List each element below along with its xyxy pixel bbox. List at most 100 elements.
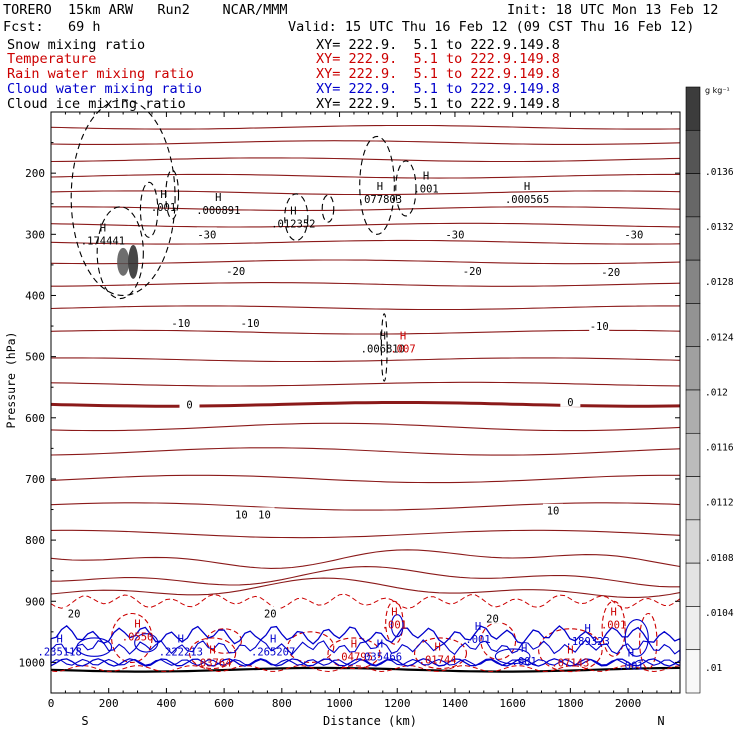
isotherm-label: -30 bbox=[624, 229, 643, 241]
cloud-water-contour bbox=[134, 633, 159, 653]
isotherm-line bbox=[50, 173, 680, 179]
extremum-value: .222213 bbox=[159, 646, 203, 658]
isotherm-label-bg bbox=[225, 264, 246, 277]
isotherm-label-bg bbox=[64, 606, 85, 619]
colorbar-swatch bbox=[685, 606, 701, 651]
colorbar-tick-label: .012 bbox=[705, 387, 728, 398]
rain-contour bbox=[287, 631, 335, 663]
snow-shading bbox=[117, 247, 130, 276]
colorbar-swatch bbox=[685, 519, 701, 564]
extremum-marker: H bbox=[160, 189, 166, 201]
colorbar-swatch bbox=[685, 216, 701, 261]
extremum-value: .007 bbox=[390, 344, 415, 356]
x-tick-label: 800 bbox=[272, 697, 292, 710]
rain-contour bbox=[327, 637, 381, 670]
ground-line bbox=[50, 666, 681, 673]
snow-contour bbox=[395, 160, 417, 217]
temperature-contours bbox=[50, 124, 681, 673]
rain-contour bbox=[639, 612, 658, 670]
extremum-value: .006810 bbox=[361, 344, 405, 356]
isotherm-line bbox=[50, 329, 681, 335]
extremum-value: .04795 bbox=[335, 651, 373, 663]
x-tick-label: 1000 bbox=[326, 697, 353, 710]
isotherm-label-bg bbox=[196, 227, 217, 240]
isotherm-line bbox=[50, 239, 681, 245]
rain-contour bbox=[111, 612, 153, 663]
extremum-marker: H bbox=[610, 607, 616, 619]
x-end-label-north: N bbox=[657, 714, 664, 728]
isotherm-label-bg bbox=[444, 227, 465, 240]
isotherm-label: 10 bbox=[235, 509, 248, 521]
colorbar-tick-label: .0116 bbox=[705, 443, 734, 454]
extremum-marker: H bbox=[56, 633, 62, 645]
isotherm-line bbox=[51, 282, 681, 287]
isotherm-label-bg bbox=[589, 319, 610, 332]
isotherm-label: 20 bbox=[486, 613, 499, 625]
x-tick-label: 1200 bbox=[384, 697, 411, 710]
isotherm-line bbox=[50, 222, 681, 228]
isotherm-label: -30 bbox=[197, 229, 216, 241]
extremum-value: .001 bbox=[465, 634, 490, 646]
extremum-marker: H bbox=[178, 633, 184, 645]
extremum-value: .0550 bbox=[122, 632, 154, 644]
y-tick-label: 1000 bbox=[19, 656, 46, 669]
extremum-marker: H bbox=[585, 623, 591, 635]
colorbar-tick-label: .01 bbox=[705, 663, 722, 674]
snow-contour bbox=[284, 193, 309, 241]
isotherm-line bbox=[51, 357, 681, 363]
field-name-rain: Rain water mixing ratio bbox=[7, 66, 194, 82]
extremum-marker: H bbox=[521, 643, 527, 655]
snow-contour bbox=[70, 99, 176, 297]
snow-contour bbox=[165, 169, 180, 220]
isotherm-line bbox=[50, 381, 681, 387]
cloud-water-contour bbox=[390, 614, 404, 638]
snow-contour bbox=[359, 135, 395, 235]
colorbar-swatch bbox=[685, 129, 701, 174]
colorbar-units: g kg⁻¹ bbox=[705, 86, 730, 95]
extremum-marker: H bbox=[524, 181, 530, 193]
colorbar-swatch bbox=[685, 259, 701, 304]
x-tick-label: 400 bbox=[156, 697, 176, 710]
x-tick-label: 1600 bbox=[499, 697, 526, 710]
y-tick-label: 800 bbox=[25, 534, 45, 547]
isotherm-label: -30 bbox=[445, 229, 464, 241]
isotherm-line bbox=[50, 447, 681, 456]
isotherm-line bbox=[50, 549, 681, 569]
field-xy-cloud-ice: XY= 222.9. 5.1 to 222.9.149.8 bbox=[316, 96, 560, 112]
x-tick-label: 0 bbox=[48, 697, 55, 710]
isotherm-line bbox=[50, 157, 681, 163]
x-tick-label: 600 bbox=[214, 697, 234, 710]
isotherm-label-bg bbox=[254, 507, 275, 520]
cloud-water-contour bbox=[624, 619, 649, 657]
y-tick-label: 500 bbox=[25, 351, 45, 364]
colorbar-swatch bbox=[685, 303, 701, 348]
isotherm-line bbox=[50, 124, 681, 130]
isotherm-label: 10 bbox=[258, 509, 271, 521]
colorbar-tick-label: .0128 bbox=[705, 277, 734, 288]
isotherm-label-bg bbox=[462, 264, 483, 277]
extremum-marker: H bbox=[475, 621, 481, 633]
extremum-value: .001 bbox=[413, 183, 438, 195]
colorbar-tick-label: .0112 bbox=[705, 498, 734, 509]
x-tick-label: 200 bbox=[99, 697, 119, 710]
isotherm-label-bg bbox=[560, 394, 581, 407]
extremum-value: .035466 bbox=[358, 651, 402, 663]
cloud-water-contour bbox=[76, 637, 113, 657]
isotherm-label-bg bbox=[482, 611, 503, 624]
isotherm-line bbox=[50, 401, 681, 408]
plot-frame bbox=[50, 111, 681, 694]
extremum-value: .001 bbox=[512, 656, 537, 668]
colorbar-swatch bbox=[685, 346, 701, 391]
extremum-marker: H bbox=[628, 647, 634, 659]
extremum-value: .001 bbox=[151, 202, 176, 214]
colorbar-swatch bbox=[685, 649, 701, 694]
field-xy-cloud-water: XY= 222.9. 5.1 to 222.9.149.8 bbox=[316, 81, 560, 97]
snow-contour bbox=[380, 313, 388, 382]
extremum-marker: H bbox=[434, 641, 440, 653]
extremum-value: .174441 bbox=[81, 235, 125, 247]
extremum-marker: H bbox=[423, 170, 429, 182]
isotherm-label-bg bbox=[543, 503, 564, 516]
rain-contour bbox=[188, 637, 237, 670]
extremum-marker: H bbox=[290, 205, 296, 217]
isotherm-line bbox=[50, 140, 681, 145]
